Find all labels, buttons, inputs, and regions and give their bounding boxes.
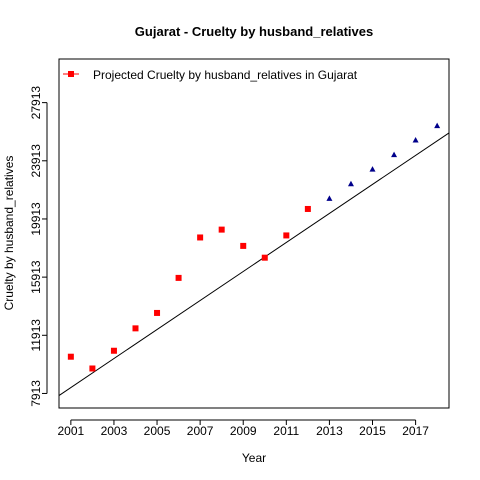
legend: Projected Cruelty by husband_relatives i… xyxy=(63,68,358,82)
x-tick-label: 2003 xyxy=(101,424,128,438)
data-point-square xyxy=(283,232,290,239)
data-point-triangle xyxy=(347,180,354,187)
data-point-triangle xyxy=(369,166,376,172)
y-axis: 7913 11913 15913 19913 23913 27913 xyxy=(29,86,48,407)
data-point-triangle xyxy=(412,137,419,143)
data-point-triangle xyxy=(326,195,333,201)
y-tick-label: 15913 xyxy=(29,260,43,294)
data-point-square xyxy=(154,309,161,316)
data-point-square xyxy=(110,347,117,354)
x-tick-label: 2001 xyxy=(57,424,84,438)
x-tick-label: 2013 xyxy=(316,424,343,438)
x-tick-label: 2015 xyxy=(359,424,386,438)
trend-line-group xyxy=(58,132,450,396)
y-tick-label: 27913 xyxy=(29,86,43,120)
y-tick-label: 23913 xyxy=(29,144,43,178)
x-tick-label: 2017 xyxy=(402,424,429,438)
data-point-triangle xyxy=(434,122,441,129)
data-point-square xyxy=(132,325,139,332)
data-point-square xyxy=(197,234,204,241)
data-point-square xyxy=(261,254,268,261)
plot-frame xyxy=(58,58,450,409)
chart-title: Gujarat - Cruelty by husband_relatives xyxy=(135,24,373,39)
data-point-square xyxy=(89,365,96,372)
x-axis-label: Year xyxy=(242,451,266,465)
x-tick-label: 2009 xyxy=(230,424,257,438)
data-point-triangle xyxy=(391,151,398,158)
trend-line xyxy=(58,132,450,396)
data-point-square xyxy=(218,226,225,233)
data-point-square xyxy=(304,205,311,212)
legend-marker xyxy=(68,71,74,77)
y-tick-label: 19913 xyxy=(29,202,43,236)
data-point-square xyxy=(240,242,247,249)
x-tick-label: 2011 xyxy=(273,424,299,438)
data-point-square xyxy=(67,353,74,360)
legend-label: Projected Cruelty by husband_relatives i… xyxy=(93,68,358,82)
data-points xyxy=(67,122,441,372)
y-tick-label: 11913 xyxy=(29,319,43,352)
x-axis: 2001 2003 2005 2007 2009 2011 2013 2015 2017 xyxy=(57,419,429,438)
y-axis-label: Cruelty by husband_relatives xyxy=(2,156,16,311)
data-point-square xyxy=(175,274,182,281)
x-tick-label: 2007 xyxy=(187,424,214,438)
x-tick-label: 2005 xyxy=(144,424,171,438)
y-tick-label: 7913 xyxy=(29,380,43,407)
